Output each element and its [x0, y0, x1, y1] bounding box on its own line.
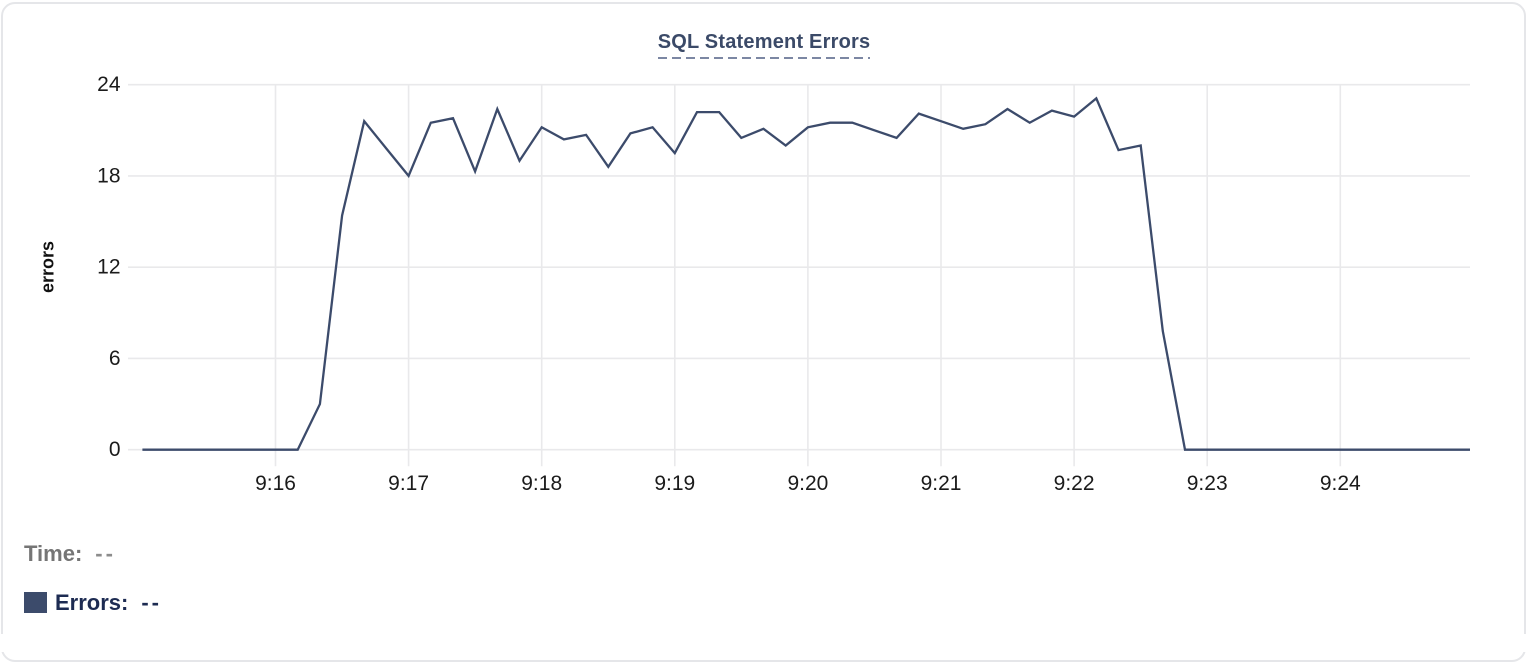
x-tick-label: 9:23 — [1187, 472, 1228, 495]
y-tick-label: 6 — [109, 347, 121, 370]
x-tick-label: 9:17 — [388, 472, 429, 495]
legend-errors-row[interactable]: Errors: -- — [24, 590, 162, 615]
errors-series-line — [142, 96, 1470, 451]
legend-time-value: -- — [95, 540, 116, 566]
y-tick-label: 24 — [97, 73, 121, 96]
card-border-fade — [0, 634, 1528, 652]
x-tick-label: 9:19 — [654, 472, 695, 495]
errors-series-swatch — [24, 592, 47, 613]
grid-lines — [128, 83, 1470, 467]
x-tick-label: 9:22 — [1054, 472, 1095, 495]
y-tick-label: 0 — [109, 438, 121, 461]
legend-errors-value: -- — [141, 589, 163, 615]
x-tick-label: 9:16 — [255, 472, 296, 495]
y-axis-title: errors — [37, 240, 58, 294]
legend-errors-label: Errors: — [55, 589, 129, 615]
x-tick-label: 9:21 — [921, 472, 962, 495]
chart-legend: Time: -- Errors: -- — [24, 541, 162, 615]
legend-time-label: Time: — [24, 540, 83, 566]
legend-time-row: Time: -- — [24, 541, 162, 566]
chart-title[interactable]: SQL Statement Errors — [657, 31, 871, 59]
y-tick-label: 18 — [97, 164, 120, 187]
chart-title-wrap: SQL Statement Errors — [0, 31, 1528, 59]
x-tick-label: 9:24 — [1320, 472, 1361, 495]
x-tick-label: 9:20 — [787, 472, 828, 495]
y-tick-label: 12 — [97, 256, 120, 279]
x-tick-label: 9:18 — [521, 472, 562, 495]
